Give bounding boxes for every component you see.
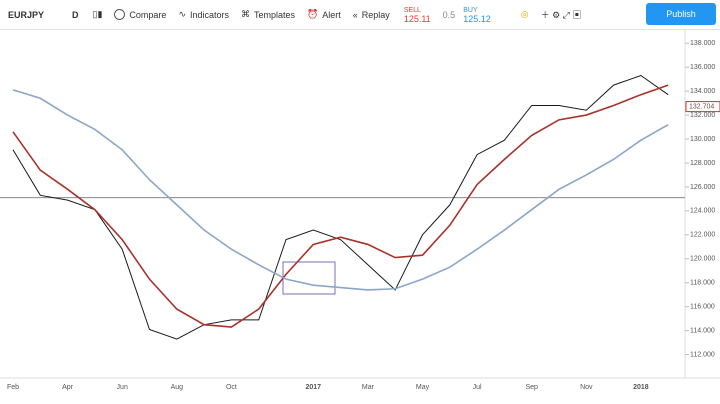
x-tick-label: Jun [117,384,128,391]
bar-style[interactable]: ▯▮ [92,9,103,19]
y-tick-label: 122.000 [690,232,715,239]
x-tick-label: Nov [580,384,593,391]
y-tick-label: 120.000 [690,256,715,263]
x-tick-label: 2017 [306,384,322,391]
spread: 0.5 [442,9,456,20]
replay-button[interactable]: «Replay [352,9,390,20]
label: Indicators [189,9,230,20]
compare-button[interactable]: Compare [114,9,166,20]
buy-label: BUY [463,6,478,14]
y-tick-label: 118.000 [690,280,715,287]
label: Replay [361,9,390,20]
x-tick-label: Jul [473,384,482,391]
y-tick-label: 112.000 [690,351,715,358]
x-tick-label: Sep [525,384,538,391]
sell-label: SELL [403,6,421,14]
y-tick-label: 126.000 [690,184,715,191]
last-price-tag [685,101,720,113]
y-tick-label: 116.000 [690,304,715,311]
chart: 138.000 136.000 134.000 132.000 130.000 128.0… [0,30,720,391]
y-tick-label: 132.000 [690,112,715,119]
x-tick-label: Apr [62,384,74,391]
y-tick-label: 124.000 [690,208,715,215]
y-tick-label: 114.000 [690,328,715,335]
x-tick-label: Feb [7,384,19,391]
sell-button[interactable]: SELL 125.11 [404,6,431,24]
x-tick-label: 2018 [633,384,649,391]
interval[interactable]: D [72,9,79,20]
indicators-button[interactable]: ∿ Indicators [178,9,230,20]
x-tick-label: May [416,384,430,391]
y-tick-label: 136.000 [690,64,715,71]
sell-price: 125.11 [403,13,431,24]
publish-button[interactable]: Publish [646,3,716,25]
buy-button[interactable]: BUY 125.12 [463,6,491,24]
symbol[interactable]: EURJPY [8,9,45,20]
label: Compare [129,9,167,20]
x-tick-label: Mar [362,384,375,391]
settings-icons[interactable]: ＋ ⚙ ⤢ ▣ [540,10,582,20]
y-tick-label: 134.000 [690,88,715,95]
toolbar: EURJPY D ▯▮ Compare ∿ Indicators ⌘ Templat… [0,0,720,30]
templates-button[interactable]: ⌘ Templates [241,9,296,20]
y-tick-label: 128.000 [690,160,715,167]
last-price-label: 132.704 [689,103,714,110]
price-line [12,89,669,291]
x-tick-label: Oct [226,384,237,391]
alert-button[interactable]: ⏰ Alert [307,9,341,20]
x-tick-label: Aug [171,384,184,391]
idea-icon[interactable]: ◎ [520,9,529,19]
y-tick-label: 138.000 [690,40,715,47]
buy-price: 125.12 [463,13,491,24]
label: Templates [254,9,296,20]
y-tick-label: 130.000 [690,136,715,143]
price-line [12,84,669,328]
plot-area [0,30,685,378]
label: Alert [322,9,341,20]
price-line [12,74,669,340]
